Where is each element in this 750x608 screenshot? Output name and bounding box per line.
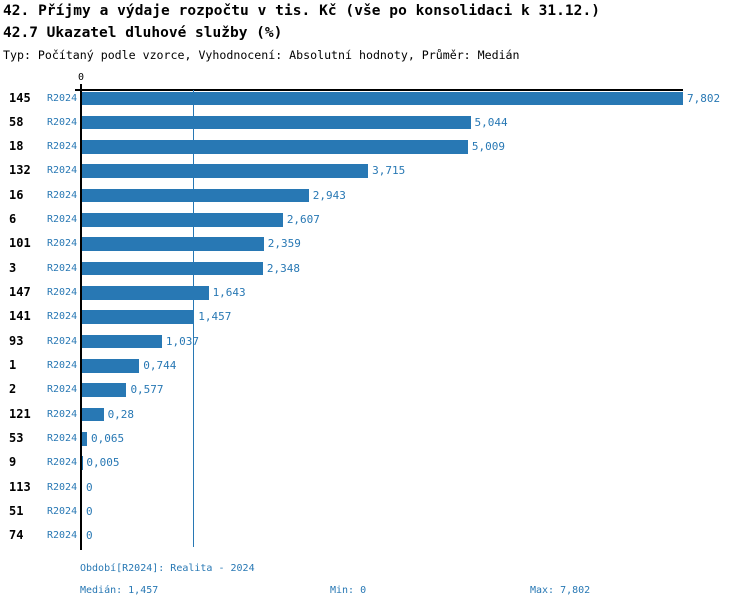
series-label: R2024 [47,335,78,347]
footer-min: Min: 0 [330,585,367,596]
bar [82,213,283,227]
category-label: 121 [9,406,31,421]
series-label: R2024 [47,116,78,128]
category-label: 58 [9,114,24,129]
category-label: 53 [9,431,24,446]
series-label: R2024 [47,189,78,201]
value-label: 2,348 [266,261,300,275]
series-label: R2024 [47,92,78,104]
footer-median: Medián: 1,457 [80,585,159,596]
value-label: 1,457 [198,310,232,324]
chart-title: 42. Příjmy a výdaje rozpočtu v tis. Kč (… [3,3,601,19]
y-axis-line [80,84,82,550]
series-label: R2024 [47,360,78,372]
footer-max: Max: 7,802 [530,585,591,596]
value-label: 5,009 [471,140,505,154]
series-label: R2024 [47,238,78,250]
category-label: 147 [9,285,31,300]
axis-zero-tick-label: 0 [77,72,85,83]
value-label: 2,607 [286,213,320,227]
value-label: 0 [86,505,93,519]
value-label: 2,943 [312,188,346,202]
category-label: 1 [9,358,17,373]
value-label: 0,744 [143,359,177,373]
bar [82,383,127,397]
value-label: 2,359 [267,237,301,251]
value-label: 0,28 [107,407,135,421]
category-label: 74 [9,528,24,543]
category-label: 18 [9,139,24,154]
category-label: 9 [9,455,17,470]
series-label: R2024 [47,506,78,518]
bar [82,188,309,203]
series-label: R2024 [47,433,78,445]
value-label: 1,643 [212,286,246,300]
series-label: R2024 [47,384,78,396]
series-label: R2024 [47,481,78,493]
series-label: R2024 [47,530,78,542]
bar [82,140,468,154]
chart-meta-line: Typ: Počítaný podle vzorce, Vyhodnocení:… [3,48,520,62]
value-label: 3,715 [372,164,406,178]
value-label: 0 [86,529,93,543]
axis-top-line [75,89,683,91]
category-label: 141 [9,309,31,324]
category-label: 16 [9,187,24,202]
chart-subtitle: 42.7 Ukazatel dluhové služby (%) [3,25,283,41]
series-label: R2024 [47,214,78,226]
category-label: 6 [9,212,17,227]
category-label: 132 [9,163,31,178]
bar [82,407,104,422]
bar [82,286,209,300]
footer-period: Období[R2024]: Realita - 2024 [80,563,255,574]
category-label: 93 [9,333,24,348]
bar [82,261,263,276]
bar [82,115,471,130]
category-label: 113 [9,479,31,494]
value-label: 1,037 [165,334,199,348]
bar [82,432,87,446]
bar [82,164,369,178]
series-label: R2024 [47,311,78,323]
category-label: 2 [9,382,17,397]
value-label: 0,577 [130,383,164,397]
bar [82,334,162,349]
bar [82,310,195,324]
series-label: R2024 [47,287,78,299]
category-label: 3 [9,260,17,275]
value-label: 0 [86,480,93,494]
bar [82,91,683,105]
series-label: R2024 [47,457,78,469]
category-label: 101 [9,236,31,251]
bar [82,237,264,251]
value-label: 0,065 [91,432,125,446]
series-label: R2024 [47,262,78,274]
series-label: R2024 [47,165,78,177]
category-label: 51 [9,504,24,519]
series-label: R2024 [47,408,78,420]
value-label: 0,005 [86,456,120,470]
series-label: R2024 [47,141,78,153]
value-label: 7,802 [687,91,721,105]
value-label: 5,044 [474,115,508,129]
bar [82,359,140,373]
category-label: 145 [9,90,31,105]
